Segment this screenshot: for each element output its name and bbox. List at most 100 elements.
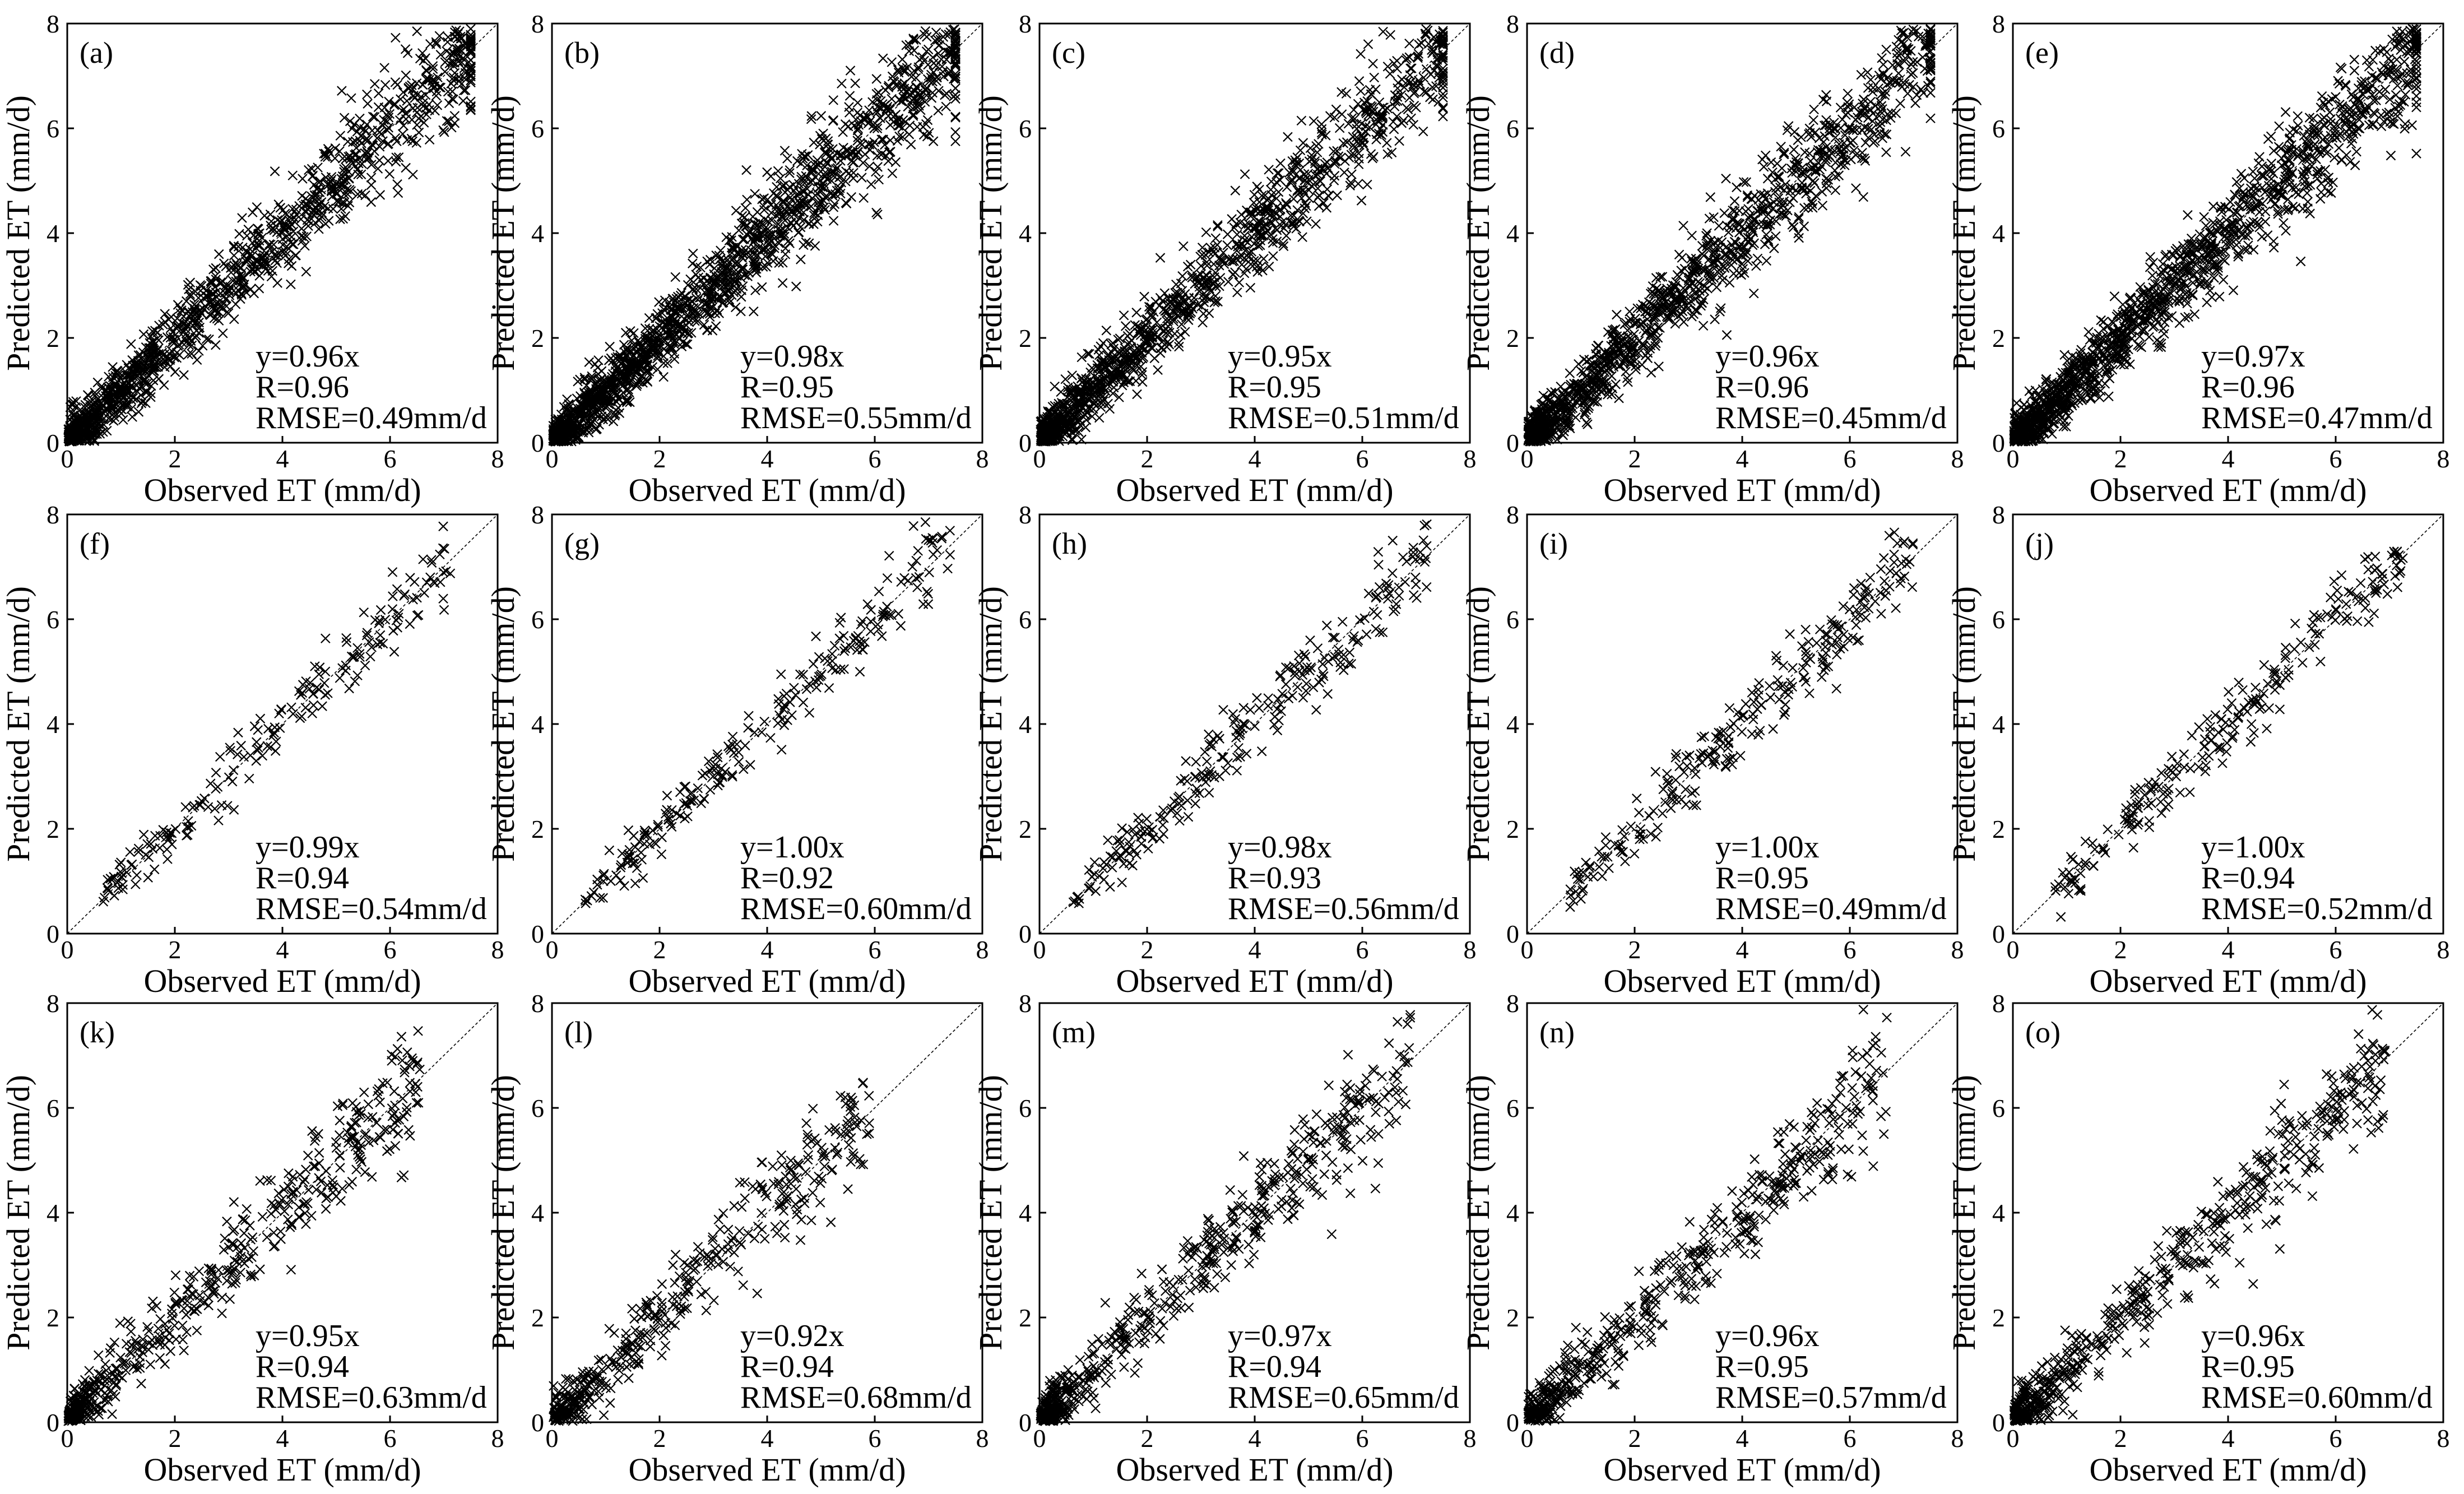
scatter-point bbox=[118, 415, 128, 425]
scatter-point bbox=[194, 346, 204, 356]
scatter-point bbox=[391, 33, 401, 43]
scatter-point bbox=[1311, 219, 1321, 229]
scatter-point bbox=[1094, 412, 1105, 423]
scatter-point bbox=[1314, 138, 1324, 149]
scatter-point bbox=[1252, 182, 1262, 192]
scatter-point bbox=[1153, 365, 1163, 375]
scatter-point bbox=[1240, 169, 1250, 179]
panel-label: (c) bbox=[1052, 36, 1085, 69]
scatter-point bbox=[1911, 90, 1922, 100]
scatter-point bbox=[887, 168, 898, 179]
scatter-point bbox=[1414, 39, 1424, 50]
scatter-point bbox=[414, 127, 424, 138]
scatter-point bbox=[860, 149, 870, 160]
scatter-point bbox=[412, 26, 422, 36]
scatter-point bbox=[1804, 123, 1815, 134]
scatter-point bbox=[1177, 271, 1187, 281]
scatter-point bbox=[1407, 63, 1417, 73]
scatter-point bbox=[1155, 253, 1166, 263]
scatter-point bbox=[217, 328, 228, 338]
scatter-point bbox=[1811, 191, 1821, 201]
scatter-point bbox=[208, 265, 219, 275]
scatter-point bbox=[658, 372, 669, 382]
scatter-point bbox=[276, 227, 286, 238]
scatter-point bbox=[1368, 58, 1378, 69]
scatter-point bbox=[419, 55, 429, 66]
scatter-point bbox=[1851, 183, 1861, 193]
y-axis-title: Predicted ET (mm/d) bbox=[0, 95, 36, 371]
scatter-point bbox=[192, 355, 202, 365]
scatter-point bbox=[409, 91, 419, 101]
scatter-point bbox=[127, 412, 137, 422]
scatter-point bbox=[302, 215, 313, 225]
scatter-point bbox=[1404, 38, 1414, 49]
scatter-point bbox=[314, 224, 324, 234]
scatter-point bbox=[950, 127, 960, 137]
scatter-point bbox=[1369, 72, 1380, 83]
scatter-point bbox=[138, 329, 149, 340]
scatter-point bbox=[1408, 119, 1419, 130]
scatter-point bbox=[592, 363, 603, 373]
x-tick-label: 6 bbox=[1356, 444, 1369, 473]
scatter-point bbox=[309, 180, 319, 190]
x-tick-label: 6 bbox=[869, 444, 881, 473]
scatter-point bbox=[234, 229, 244, 239]
scatter-point bbox=[1332, 190, 1342, 201]
x-tick-label: 2 bbox=[169, 444, 182, 473]
scatter-point bbox=[737, 234, 748, 245]
scatter-point bbox=[1796, 132, 1806, 142]
scatter-point bbox=[816, 111, 827, 121]
scatter-point bbox=[844, 102, 854, 112]
scatter-point bbox=[1809, 104, 1819, 115]
x-tick-label: 0 bbox=[1521, 444, 1534, 473]
scatter-point bbox=[1334, 123, 1345, 133]
scatter-panel: 0 2 4 6 802468(d)y=0.96xR=0.96RMSE=0.45mm/dO… bbox=[1460, 10, 1964, 508]
panel-label: (a) bbox=[80, 36, 113, 69]
scatter-point bbox=[230, 299, 241, 309]
scatter-point bbox=[1748, 288, 1759, 299]
scatter-point bbox=[1721, 330, 1732, 340]
scatter-point bbox=[1314, 201, 1324, 211]
scatter-point bbox=[906, 140, 916, 150]
scatter-panel: 0 2 4 6 802468(a)y=0.96xR=0.96RMSE=0.49mm/dO… bbox=[0, 10, 504, 508]
scatter-point bbox=[1101, 325, 1112, 336]
scatter-point bbox=[782, 154, 792, 164]
scatter-point bbox=[752, 207, 763, 217]
scatter-point bbox=[791, 281, 801, 291]
scatter-point bbox=[1329, 175, 1339, 185]
scatter-point bbox=[1779, 149, 1789, 160]
scatter-point bbox=[466, 55, 476, 65]
scatter-point bbox=[1272, 177, 1282, 188]
scatter-point bbox=[844, 91, 855, 101]
scatter-point bbox=[259, 211, 270, 221]
scatter-point bbox=[950, 112, 960, 122]
scatter-point bbox=[345, 116, 355, 127]
correlation-text: R=0.96 bbox=[256, 370, 349, 405]
scatter-point bbox=[1925, 46, 1936, 57]
scatter-point bbox=[1438, 26, 1448, 36]
scatter-point bbox=[392, 179, 402, 189]
x-axis-title: Observed ET (mm/d) bbox=[143, 472, 421, 508]
scatter-point bbox=[1895, 98, 1905, 109]
scatter-point bbox=[169, 352, 179, 363]
scatter-point bbox=[1050, 381, 1060, 392]
scatter-point bbox=[373, 88, 384, 99]
scatter-point bbox=[1272, 193, 1282, 203]
scatter-point bbox=[185, 289, 196, 299]
scatter-point bbox=[807, 193, 818, 203]
scatter-point bbox=[398, 120, 409, 131]
scatter-point bbox=[412, 103, 423, 113]
scatter-point bbox=[1877, 53, 1887, 63]
scatter-point bbox=[382, 139, 393, 150]
scatter-point bbox=[337, 153, 348, 164]
scatter-point bbox=[383, 112, 394, 123]
scatter-point bbox=[272, 258, 282, 268]
scatter-point bbox=[92, 377, 103, 388]
scatter-point bbox=[366, 197, 377, 207]
scatter-point bbox=[401, 163, 411, 173]
scatter-point bbox=[352, 127, 363, 137]
scatter-point bbox=[245, 266, 256, 277]
scatter-point bbox=[138, 347, 149, 358]
scatter-point bbox=[1180, 327, 1190, 337]
scatter-point bbox=[1394, 136, 1404, 146]
